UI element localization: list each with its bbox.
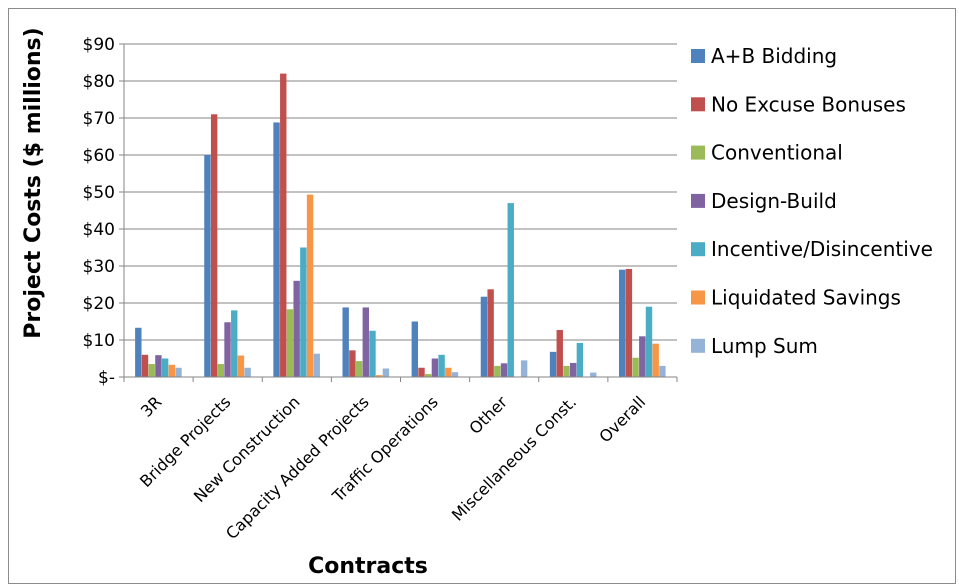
gridlines xyxy=(119,43,677,378)
legend: A+B Bidding No Excuse Bonuses Conventional… xyxy=(691,44,933,358)
x-category-label: Overall xyxy=(595,392,649,446)
legend-label-liquidated-savings: Liquidated Savings xyxy=(711,286,901,310)
bar-no-excuse-bonuses-overall xyxy=(625,268,633,377)
legend-swatch-incentive-disincentive xyxy=(691,242,705,257)
bar-design-build-bridge-projects xyxy=(224,322,231,377)
bar-lump-sum-miscellaneous-const xyxy=(590,372,597,377)
bar-incentive-disincentive-capacity-added-projects xyxy=(369,330,376,377)
bar-lump-sum-capacity-added-projects xyxy=(382,368,390,377)
bar-liquidated-savings-traffic-operations xyxy=(445,367,452,377)
y-axis-title: Project Costs ($ millions) xyxy=(21,27,46,338)
bar-conventional-miscellaneous-const xyxy=(563,365,570,377)
y-tick-label: $70 xyxy=(83,109,115,129)
bar-no-excuse-bonuses-traffic-operations xyxy=(418,367,425,377)
bar-lump-sum-other xyxy=(520,360,528,377)
y-tick-label: $40 xyxy=(83,220,115,240)
bar-lump-sum-bridge-projects xyxy=(244,367,251,377)
bars xyxy=(135,73,666,378)
bar-lump-sum-traffic-operations xyxy=(451,372,459,377)
bar-conventional-bridge-projects xyxy=(217,364,225,377)
bar-a-b-bidding-traffic-operations xyxy=(411,321,419,377)
bar-design-build-other xyxy=(500,363,508,377)
bar-design-build-overall xyxy=(639,336,646,377)
bar-a-b-bidding-bridge-projects xyxy=(204,155,211,377)
legend-swatch-conventional xyxy=(691,145,705,160)
legend-label-design-build: Design-Build xyxy=(711,189,837,213)
x-category-label: 3R xyxy=(137,392,165,420)
legend-label-a-b-bidding: A+B Bidding xyxy=(711,44,837,68)
legend-label-incentive-disincentive: Incentive/Disincentive xyxy=(711,237,933,261)
bar-design-build-capacity-added-projects xyxy=(362,307,369,377)
legend-label-lump-sum: Lump Sum xyxy=(711,334,818,358)
bar-conventional-capacity-added-projects xyxy=(355,361,363,377)
bar-conventional-3r xyxy=(148,364,155,377)
bar-incentive-disincentive-traffic-operations xyxy=(438,354,445,377)
y-axis-ticks: $- $10 $20 $30 $40 $50 $60 $70 $80 $90 xyxy=(83,35,115,388)
bar-liquidated-savings-3r xyxy=(168,364,176,377)
bar-a-b-bidding-new-construction xyxy=(273,122,280,377)
bar-a-b-bidding-3r xyxy=(135,327,142,377)
legend-label-conventional: Conventional xyxy=(711,141,843,165)
x-category-label: Other xyxy=(465,392,511,438)
bar-lump-sum-3r xyxy=(175,367,182,377)
bar-design-build-new-construction xyxy=(293,280,300,377)
bar-a-b-bidding-miscellaneous-const xyxy=(549,351,557,377)
legend-swatch-no-excuse-bonuses xyxy=(691,97,705,112)
bar-incentive-disincentive-new-construction xyxy=(300,247,307,377)
legend-swatch-design-build xyxy=(691,193,705,208)
y-tick-label: $- xyxy=(98,368,115,388)
bar-incentive-disincentive-other xyxy=(507,203,514,377)
bar-liquidated-savings-overall xyxy=(652,343,659,377)
y-tick-label: $90 xyxy=(83,35,115,55)
bar-design-build-traffic-operations xyxy=(431,358,439,377)
chart-frame xyxy=(8,8,956,584)
bar-liquidated-savings-capacity-added-projects xyxy=(375,375,383,377)
bar-no-excuse-bonuses-new-construction xyxy=(280,73,287,377)
legend-label-no-excuse-bonuses: No Excuse Bonuses xyxy=(711,92,906,116)
y-tick-label: $50 xyxy=(83,183,115,203)
legend-swatch-lump-sum xyxy=(691,338,705,353)
legend-swatch-liquidated-savings xyxy=(691,290,705,305)
y-tick-label: $60 xyxy=(83,146,115,166)
bar-conventional-overall xyxy=(632,357,639,377)
x-category-label: Miscellaneous Const. xyxy=(448,392,580,524)
y-tick-label: $80 xyxy=(83,72,115,92)
bar-a-b-bidding-other xyxy=(480,296,488,377)
bar-lump-sum-overall xyxy=(659,365,666,377)
bar-no-excuse-bonuses-3r xyxy=(141,354,149,377)
bar-lump-sum-new-construction xyxy=(313,353,320,377)
bar-liquidated-savings-new-construction xyxy=(306,194,314,377)
bar-no-excuse-bonuses-bridge-projects xyxy=(210,114,218,378)
bar-conventional-traffic-operations xyxy=(425,374,432,377)
axes xyxy=(123,44,678,382)
bar-no-excuse-bonuses-other xyxy=(487,289,494,377)
bar-no-excuse-bonuses-miscellaneous-const xyxy=(556,330,563,377)
bar-liquidated-savings-bridge-projects xyxy=(237,355,245,377)
x-axis-title: Contracts xyxy=(308,554,428,579)
bar-incentive-disincentive-3r xyxy=(161,358,169,377)
bar-incentive-disincentive-miscellaneous-const xyxy=(576,342,584,377)
x-category-label: Capacity Added Projects xyxy=(222,392,373,543)
legend-swatch-a-b-bidding xyxy=(691,49,705,63)
bar-a-b-bidding-overall xyxy=(618,269,626,377)
bar-a-b-bidding-capacity-added-projects xyxy=(342,307,349,377)
bar-incentive-disincentive-bridge-projects xyxy=(231,310,238,377)
bar-conventional-new-construction xyxy=(286,309,294,377)
bar-design-build-miscellaneous-const xyxy=(569,362,577,377)
y-tick-label: $20 xyxy=(83,294,115,314)
y-tick-label: $30 xyxy=(83,257,115,277)
bar-conventional-other xyxy=(494,365,501,377)
y-tick-label: $10 xyxy=(83,331,115,351)
bar-no-excuse-bonuses-capacity-added-projects xyxy=(349,350,356,377)
bar-design-build-3r xyxy=(155,355,162,377)
bar-incentive-disincentive-overall xyxy=(645,306,653,377)
